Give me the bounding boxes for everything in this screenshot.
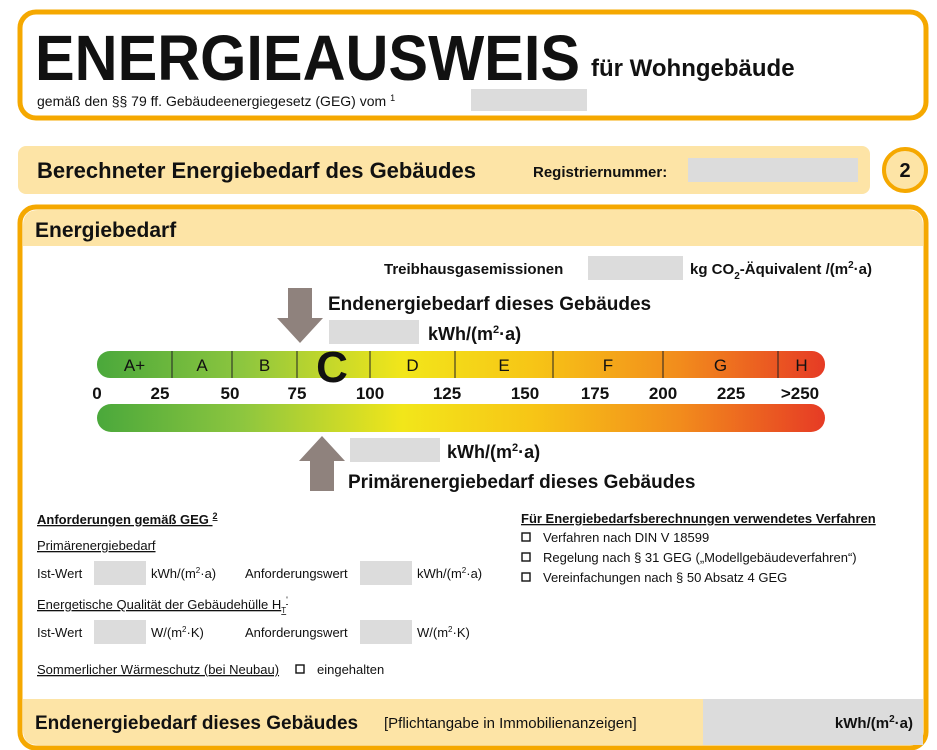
method-option: Verfahren nach DIN V 18599	[543, 530, 709, 545]
scale-label: 75	[288, 384, 307, 403]
footer-title: Endenergiebedarf dieses Gebäudes	[35, 713, 358, 734]
envelope-title: Energetische Qualität der Gebäudehülle H…	[37, 595, 288, 615]
required-unit: kWh/(m2·a)	[417, 566, 482, 581]
actual-unit: kWh/(m2·a)	[151, 566, 216, 581]
scale-label: 225	[717, 384, 745, 403]
primary-energy-field	[350, 438, 440, 462]
final-energy-arrow	[277, 288, 323, 343]
energy-title: Energiebedarf	[35, 219, 177, 242]
scale-label: 0	[92, 384, 101, 403]
date-field	[471, 89, 587, 111]
scale-label: 25	[151, 384, 170, 403]
actual-field	[94, 561, 146, 585]
checkbox	[521, 572, 531, 582]
class-label: E	[498, 356, 509, 375]
page-badge	[882, 147, 928, 193]
footer-note: [Pflichtangabe in Immobilienanzeigen]	[384, 715, 637, 732]
actual-unit: W/(m2·K)	[151, 625, 204, 640]
subtitle: für Wohngebäude	[591, 55, 795, 82]
methods-title: Für Energiebedarfsberechnungen verwendet…	[521, 511, 876, 526]
scale-label: 150	[511, 384, 539, 403]
class-label: G	[714, 356, 727, 375]
scale-label: 100	[356, 384, 384, 403]
class-label: C	[316, 343, 348, 392]
scale-label: 175	[581, 384, 609, 403]
class-label: F	[603, 356, 613, 375]
checkbox	[521, 552, 531, 562]
actual-field	[94, 620, 146, 644]
final-energy-field	[329, 320, 419, 344]
primary-energy-label: Primärenergiebedarf dieses Gebäudes	[348, 472, 695, 493]
required-label: Anforderungswert	[245, 625, 348, 640]
energy-frame	[17, 204, 929, 750]
actual-label: Ist-Wert	[37, 566, 83, 581]
primary-energy-arrow	[299, 436, 345, 491]
requirements-title: Anforderungen gemäß GEG 2	[37, 511, 218, 527]
registration-field	[688, 158, 858, 182]
scale-label: >250	[781, 384, 819, 403]
class-label: A+	[124, 356, 145, 375]
section-bar	[18, 146, 870, 194]
scale-label: 50	[221, 384, 240, 403]
footer-field	[703, 699, 923, 745]
required-field	[360, 561, 412, 585]
energy-header	[23, 210, 923, 246]
actual-label: Ist-Wert	[37, 625, 83, 640]
title: ENERGIEAUSWEIS	[35, 22, 580, 94]
scale-label: 200	[649, 384, 677, 403]
footer-unit: kWh/(m2·a)	[835, 714, 913, 732]
required-field	[360, 620, 412, 644]
summer-option: eingehalten	[317, 662, 384, 677]
required-label: Anforderungswert	[245, 566, 348, 581]
method-option: Regelung nach § 31 GEG („Modellgebäudeve…	[543, 550, 857, 565]
emissions-field	[588, 256, 683, 280]
class-label: H	[795, 356, 807, 375]
class-bar	[97, 351, 825, 378]
scale-bar	[97, 404, 825, 432]
class-label: A	[196, 356, 208, 375]
header-frame	[17, 9, 929, 121]
class-label: D	[406, 356, 418, 375]
summer-label: Sommerlicher Wärmeschutz (bei Neubau)	[37, 662, 279, 677]
section-title: Berechneter Energiebedarf des Gebäudes	[37, 158, 476, 183]
emissions-label: Treibhausgasemissionen	[384, 261, 563, 278]
page-number: 2	[899, 160, 910, 182]
emissions-unit: kg CO2-Äquivalent /(m2·a)	[690, 260, 872, 282]
registration-label: Registriernummer:	[533, 164, 667, 181]
checkbox	[295, 664, 305, 674]
legal-text: gemäß den §§ 79 ff. Gebäudeenergiegesetz…	[37, 93, 395, 109]
required-unit: W/(m2·K)	[417, 625, 470, 640]
footer-bar	[23, 699, 923, 745]
scale-label: 125	[433, 384, 461, 403]
primary-title: Primärenergiebedarf	[37, 538, 156, 553]
final-energy-label: Endenergiebedarf dieses Gebäudes	[328, 294, 651, 315]
final-energy-unit: kWh/(m2·a)	[428, 324, 521, 344]
checkbox	[521, 532, 531, 542]
primary-energy-unit: kWh/(m2·a)	[447, 442, 540, 462]
class-label: B	[259, 356, 270, 375]
method-option: Vereinfachungen nach § 50 Absatz 4 GEG	[543, 570, 787, 585]
